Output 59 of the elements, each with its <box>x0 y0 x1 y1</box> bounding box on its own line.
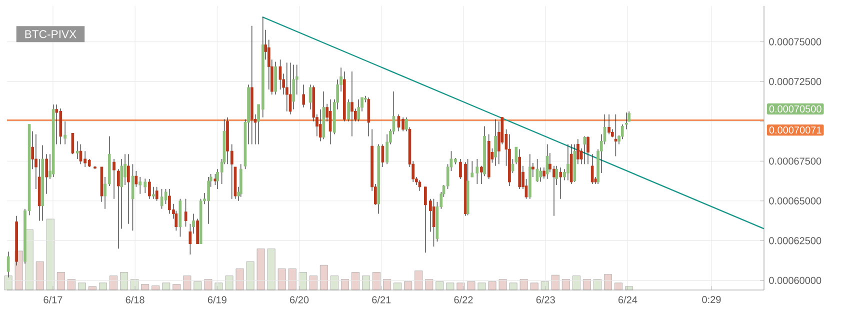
bar <box>25 229 34 290</box>
bar <box>394 282 402 290</box>
bar <box>78 282 86 290</box>
bar <box>467 281 476 290</box>
bar <box>404 281 412 290</box>
bar <box>604 274 612 290</box>
bar <box>540 281 549 290</box>
y-tick-label: 0.00067500 <box>769 158 822 165</box>
text: BTC-PIVX <box>25 30 76 38</box>
x-tick-label: 6/17 <box>44 296 62 304</box>
x-tick-label: 6/21 <box>372 296 391 304</box>
bar <box>425 279 434 290</box>
ref-line-label: 0.00070071 <box>769 126 822 134</box>
bar <box>278 268 286 290</box>
bar <box>204 279 212 290</box>
bar <box>436 281 444 290</box>
bar <box>320 264 328 290</box>
y-tick-label: 0.00072500 <box>769 78 822 86</box>
bar <box>414 270 423 290</box>
x-tick-label: 6/19 <box>208 296 226 304</box>
bar <box>614 282 622 290</box>
bar <box>446 282 454 290</box>
x-tick-label: 6/18 <box>126 296 144 304</box>
bar <box>120 272 128 290</box>
x-tick-label: 6/23 <box>536 296 555 304</box>
x-tick-label: 0:29 <box>702 296 721 304</box>
bar <box>99 282 107 290</box>
bar <box>214 282 223 290</box>
bar <box>36 261 44 290</box>
text: 0.00070500 <box>769 105 822 112</box>
bar <box>172 284 181 290</box>
bar <box>246 261 254 290</box>
y-tick-label: 0.00060000 <box>769 276 822 284</box>
x-tick-label: 6/24 <box>618 296 638 304</box>
bar <box>225 276 234 290</box>
x-tick-label: 6/20 <box>290 296 309 304</box>
bar <box>4 276 12 290</box>
bar <box>352 272 360 290</box>
bar <box>498 279 507 290</box>
bar <box>488 281 496 290</box>
bar <box>183 276 192 290</box>
bar <box>520 279 528 290</box>
bar <box>509 282 518 290</box>
bar <box>141 284 150 290</box>
y-tick-label: 0.00062500 <box>769 237 822 244</box>
y-tick-label: 0.00065000 <box>769 197 822 204</box>
bar <box>236 268 244 290</box>
x-tick-label: 6/22 <box>454 296 473 304</box>
bar <box>56 272 65 290</box>
bar <box>478 282 486 290</box>
bar <box>194 281 202 290</box>
y-tick-label: 0.00075000 <box>769 38 822 46</box>
bar <box>288 268 296 290</box>
bar <box>372 272 381 290</box>
bar <box>88 286 96 290</box>
bar <box>267 248 276 290</box>
bar <box>256 248 265 290</box>
bar <box>530 282 538 290</box>
bar <box>162 282 170 290</box>
